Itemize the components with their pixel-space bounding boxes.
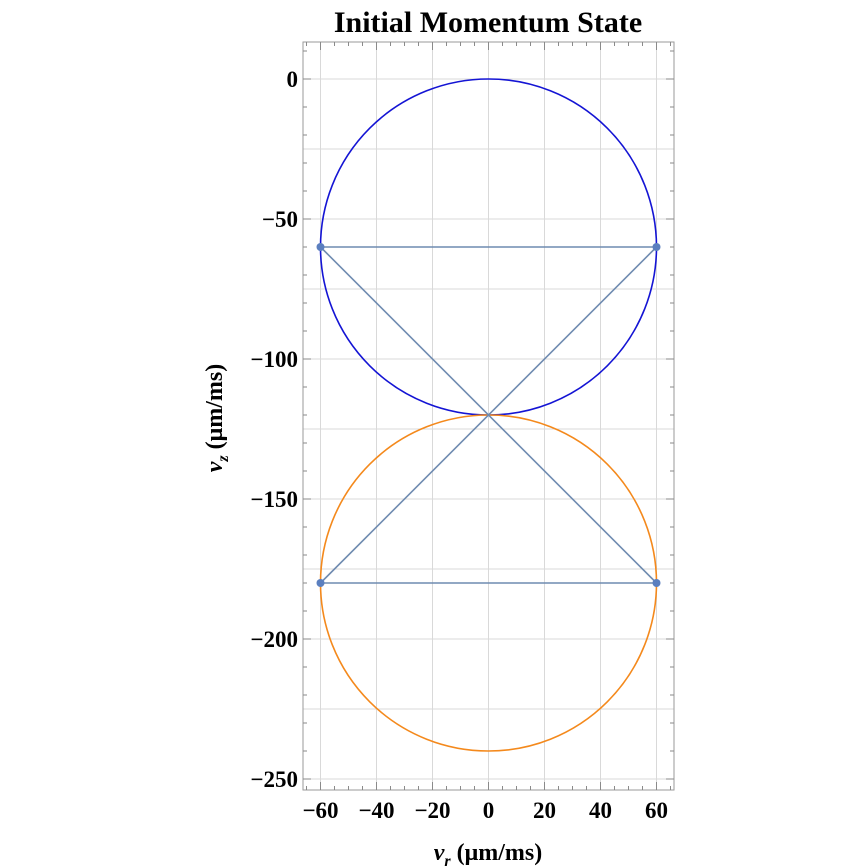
y-tick-label: −200 — [250, 627, 298, 652]
x-axis-label-units: (μm/ms) — [451, 840, 543, 866]
x-tick-label: −20 — [414, 798, 450, 823]
y-axis-label: vz (μm/ms) — [202, 364, 232, 472]
y-axis-ticks: 0 −50 −100 −150 −200 −250 — [250, 67, 298, 792]
connector-line-3 — [319, 246, 658, 584]
x-axis-label-sub: r — [444, 853, 451, 868]
x-axis-label: vr (μm/ms) — [434, 840, 542, 868]
x-tick-label: 40 — [589, 798, 612, 823]
y-tick-label: −150 — [250, 487, 298, 512]
data-point-2 — [316, 579, 325, 587]
data-point-3 — [652, 579, 661, 587]
data-points — [316, 243, 661, 587]
y-tick-label: −50 — [262, 207, 298, 232]
data-point-1 — [652, 243, 661, 251]
x-tick-label: 0 — [483, 798, 495, 823]
x-axis-ticks: −60 −40 −20 0 20 40 60 — [302, 798, 668, 823]
y-axis-label-base: v — [202, 461, 228, 472]
connector-lines — [319, 246, 658, 584]
x-tick-label: −40 — [358, 798, 394, 823]
y-tick-label: −250 — [250, 767, 298, 792]
x-tick-label: 20 — [533, 798, 556, 823]
y-tick-label: 0 — [287, 67, 299, 92]
chart-title: Initial Momentum State — [334, 6, 642, 39]
grid — [303, 42, 674, 790]
y-axis-label-sub: z — [215, 455, 232, 463]
y-axis-label-units: (μm/ms) — [202, 364, 228, 456]
x-tick-label: 60 — [645, 798, 668, 823]
x-axis-label-base: v — [434, 840, 445, 866]
y-tick-label: −100 — [250, 347, 298, 372]
plot-frame — [302, 41, 675, 791]
data-point-0 — [316, 243, 325, 251]
x-tick-label: −60 — [302, 798, 338, 823]
